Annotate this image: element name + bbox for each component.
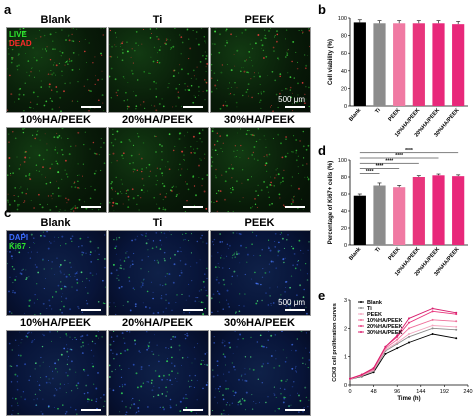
- y-axis-label: Cell viability (%): [328, 39, 334, 85]
- data-point: [432, 319, 434, 321]
- series-line-5: [350, 309, 456, 379]
- y-tick-label: 0: [344, 104, 347, 110]
- data-point: [396, 347, 398, 349]
- legend-marker: [360, 319, 362, 321]
- bar-3: [413, 23, 425, 106]
- bar-2: [393, 23, 405, 106]
- x-tick-label-1: Ti: [374, 107, 382, 115]
- data-point: [432, 327, 434, 329]
- data-point: [432, 308, 434, 310]
- data-point: [408, 333, 410, 335]
- y-tick-label: 1: [344, 355, 347, 361]
- y-tick-label: 20: [341, 86, 347, 92]
- data-point: [396, 339, 398, 341]
- significance-label: ****: [395, 153, 403, 159]
- y-tick-label: 100: [338, 158, 347, 164]
- y-tick-label: 20: [341, 226, 347, 232]
- bar-2: [393, 187, 405, 245]
- scale-bar: [183, 409, 203, 411]
- data-point: [408, 322, 410, 324]
- y-tick-label: 60: [341, 192, 347, 198]
- data-point: [408, 336, 410, 338]
- x-tick-label-2: PEEK: [387, 246, 401, 261]
- legend-marker: [360, 301, 362, 303]
- legend-marker: [360, 313, 362, 315]
- y-tick-label: 60: [341, 51, 347, 57]
- y-tick-label: 80: [341, 34, 347, 40]
- x-tick-label: 96: [394, 389, 400, 395]
- data-point: [384, 353, 386, 355]
- x-tick-label-1: Ti: [374, 246, 382, 254]
- data-point: [373, 367, 375, 369]
- significance-label: ****: [376, 164, 384, 170]
- bar-0: [354, 22, 366, 106]
- y-axis-label: Percentage of Ki67+ cells (%): [328, 161, 334, 245]
- legend-label-5: 30%HA/PEEK: [367, 330, 402, 336]
- bar-5: [452, 176, 464, 245]
- y-tick-label: 3: [344, 298, 347, 304]
- x-tick-label-0: Blank: [348, 107, 363, 123]
- significance-label: ****: [405, 148, 413, 154]
- bar-1: [373, 23, 385, 106]
- data-point: [432, 325, 434, 327]
- data-point: [361, 374, 363, 376]
- bar-5: [452, 24, 464, 106]
- x-tick-label-2: PEEK: [387, 107, 401, 122]
- bar-0: [354, 196, 366, 245]
- data-point: [408, 327, 410, 329]
- legend-marker: [360, 307, 362, 309]
- series-line-1: [350, 328, 456, 379]
- scale-bar: [285, 409, 305, 411]
- data-point: [384, 346, 386, 348]
- y-tick-label: 40: [341, 209, 347, 215]
- y-tick-label: 0: [344, 243, 347, 249]
- significance-label: ****: [366, 169, 374, 175]
- data-point: [455, 320, 457, 322]
- x-tick-label: 0: [348, 389, 351, 395]
- x-tick-label: 48: [371, 389, 377, 395]
- data-point: [455, 326, 457, 328]
- scale-bar: [81, 409, 101, 411]
- bar-3: [413, 177, 425, 245]
- data-point: [396, 342, 398, 344]
- bar-4: [432, 23, 444, 106]
- y-tick-label: 40: [341, 69, 347, 75]
- x-tick-label: 144: [416, 389, 425, 395]
- x-tick-label: 240: [463, 389, 472, 395]
- data-point: [455, 312, 457, 314]
- data-point: [432, 310, 434, 312]
- data-point: [432, 333, 434, 335]
- x-axis-label: Time (h): [397, 396, 420, 402]
- y-tick-label: 80: [341, 175, 347, 181]
- x-tick-label-0: Blank: [348, 246, 363, 262]
- y-tick-label: 0: [344, 383, 347, 389]
- data-point: [455, 337, 457, 339]
- data-point: [349, 377, 351, 379]
- significance-label: ****: [385, 158, 393, 164]
- y-tick-label: 100: [338, 16, 347, 22]
- y-axis-label: CCK8 cell proliferation curves: [332, 303, 338, 382]
- y-tick-label: 2: [344, 326, 347, 332]
- x-tick-label: 192: [440, 389, 449, 395]
- bar-4: [432, 175, 444, 245]
- bar-1: [373, 186, 385, 246]
- data-point: [408, 317, 410, 319]
- legend-marker: [360, 325, 362, 327]
- legend-marker: [360, 331, 362, 333]
- data-point: [455, 329, 457, 331]
- data-point: [408, 342, 410, 344]
